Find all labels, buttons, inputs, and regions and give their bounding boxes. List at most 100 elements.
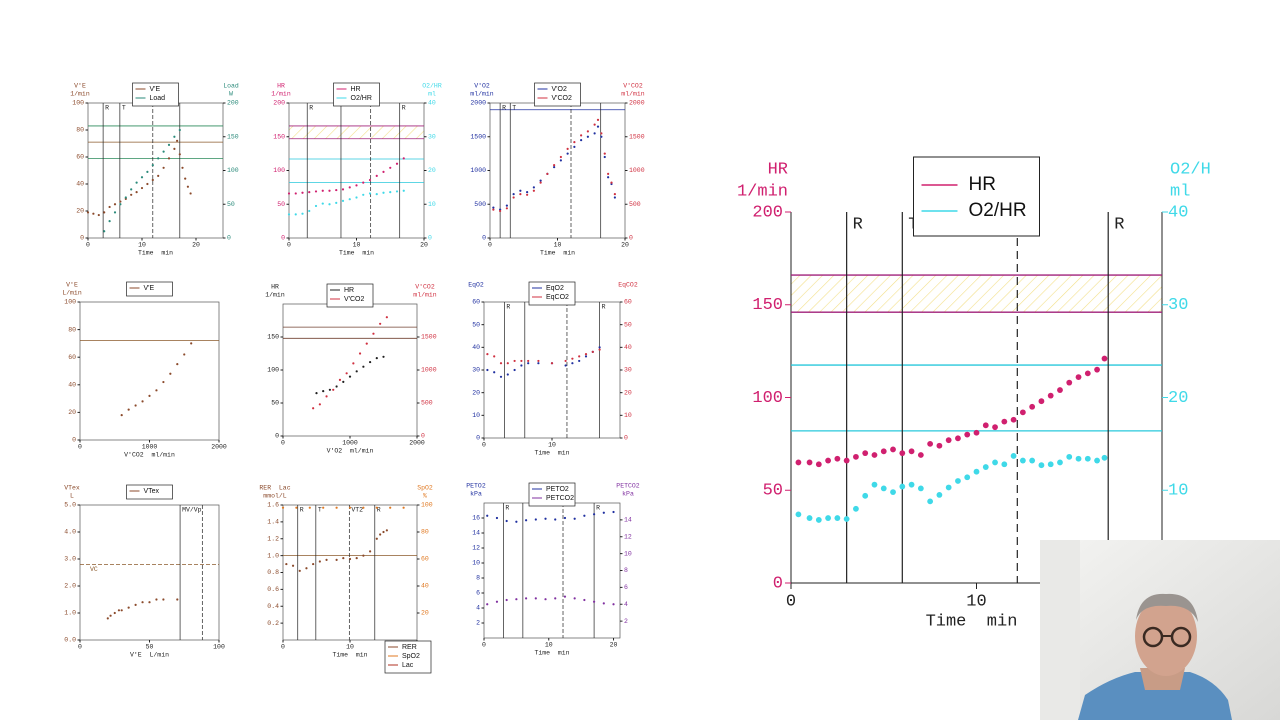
data-point (301, 212, 304, 215)
data-point (362, 506, 365, 509)
data-point (486, 353, 489, 356)
data-point (1084, 370, 1091, 377)
data-point (862, 450, 869, 457)
x-axis-label: Time min (534, 450, 569, 457)
legend-label: V'E (150, 86, 161, 93)
data-point (843, 457, 850, 464)
data-point (815, 517, 822, 523)
y-tick-label: 1500 (470, 133, 486, 140)
data-point (178, 128, 181, 132)
data-point (795, 511, 802, 518)
data-point (795, 459, 802, 466)
data-point (506, 362, 509, 365)
data-point (335, 558, 338, 561)
data-point (825, 515, 831, 521)
data-point (362, 365, 365, 368)
data-point (167, 143, 171, 146)
legend-label: PETCO2 (546, 495, 574, 502)
y-tick-label: 4.0 (64, 529, 76, 536)
x-tick-label: 0 (488, 242, 492, 249)
data-point (103, 230, 106, 233)
data-point (382, 191, 385, 194)
data-point (506, 373, 509, 376)
x-tick-label: 10 (353, 242, 361, 249)
data-point (362, 554, 365, 557)
data-point (493, 355, 496, 358)
x-axis-label: Time min (138, 250, 173, 257)
phase-label: R (853, 215, 863, 234)
y2-tick-label: 50 (227, 201, 235, 208)
data-point (559, 155, 562, 159)
data-point (173, 147, 176, 150)
phase-label: R (502, 105, 506, 112)
data-point (162, 150, 165, 153)
y2-tick-label: 12 (624, 533, 632, 540)
data-point (499, 375, 503, 378)
y-tick-label: 0.8 (267, 569, 279, 576)
legend-box (126, 281, 173, 297)
data-point (395, 190, 399, 193)
y-axis-label: 1/min (70, 91, 90, 98)
legend-label: HR (969, 174, 996, 195)
phase-label: R (309, 105, 313, 112)
data-point (553, 164, 556, 167)
data-point (379, 322, 382, 325)
data-point (573, 141, 576, 144)
data-point (564, 359, 567, 363)
y2-axis-label: % (423, 493, 427, 500)
legend-label: V'CO2 (552, 95, 573, 102)
data-point (1001, 461, 1008, 468)
data-point (520, 359, 523, 363)
y-axis-label: RER Lac (259, 485, 290, 492)
y2-tick-label: 2 (624, 618, 628, 625)
data-point (362, 193, 365, 196)
y-axis-label: PETO2 (466, 483, 486, 490)
data-point (312, 407, 315, 410)
data-point (1029, 403, 1036, 410)
data-point (335, 385, 338, 388)
data-point (524, 519, 528, 522)
reference-label: VC (90, 566, 98, 573)
data-point (908, 448, 915, 455)
data-point (945, 437, 952, 444)
y2-tick-label: 200 (227, 100, 239, 107)
y-tick-label: 12 (472, 545, 480, 552)
legend-box (384, 640, 432, 674)
data-point (127, 408, 130, 411)
data-point (917, 485, 924, 492)
y2-tick-label: 0 (421, 433, 425, 440)
y-tick-label: 200 (273, 100, 285, 107)
data-point (573, 517, 576, 520)
data-point (580, 139, 583, 142)
data-point (499, 209, 502, 213)
phase-label: R (505, 505, 509, 512)
data-point (515, 520, 518, 523)
data-point (1094, 366, 1100, 373)
data-point (379, 533, 382, 536)
data-point (532, 186, 535, 189)
data-point (355, 196, 358, 199)
x-axis-label: Time min (332, 652, 367, 659)
data-point (982, 464, 989, 470)
x-tick-label: 0 (482, 642, 486, 649)
data-point (362, 181, 365, 184)
data-point (880, 485, 887, 492)
y-tick-label: 8 (476, 575, 480, 582)
data-point (612, 510, 615, 514)
data-point (603, 155, 606, 159)
data-point (600, 132, 603, 135)
data-point (586, 135, 589, 138)
y2-axis-label: V'CO2 (415, 284, 435, 291)
data-point (573, 145, 576, 148)
data-point (853, 505, 859, 512)
data-point (520, 364, 523, 367)
data-point (890, 446, 896, 453)
data-point (1038, 398, 1045, 405)
data-point (342, 380, 345, 383)
y-tick-label: 150 (273, 133, 285, 140)
data-point (120, 609, 123, 612)
data-point (184, 177, 187, 180)
data-point (492, 208, 495, 211)
y2-tick-label: 20 (1168, 389, 1188, 408)
y2-tick-label: 1000 (629, 167, 645, 174)
